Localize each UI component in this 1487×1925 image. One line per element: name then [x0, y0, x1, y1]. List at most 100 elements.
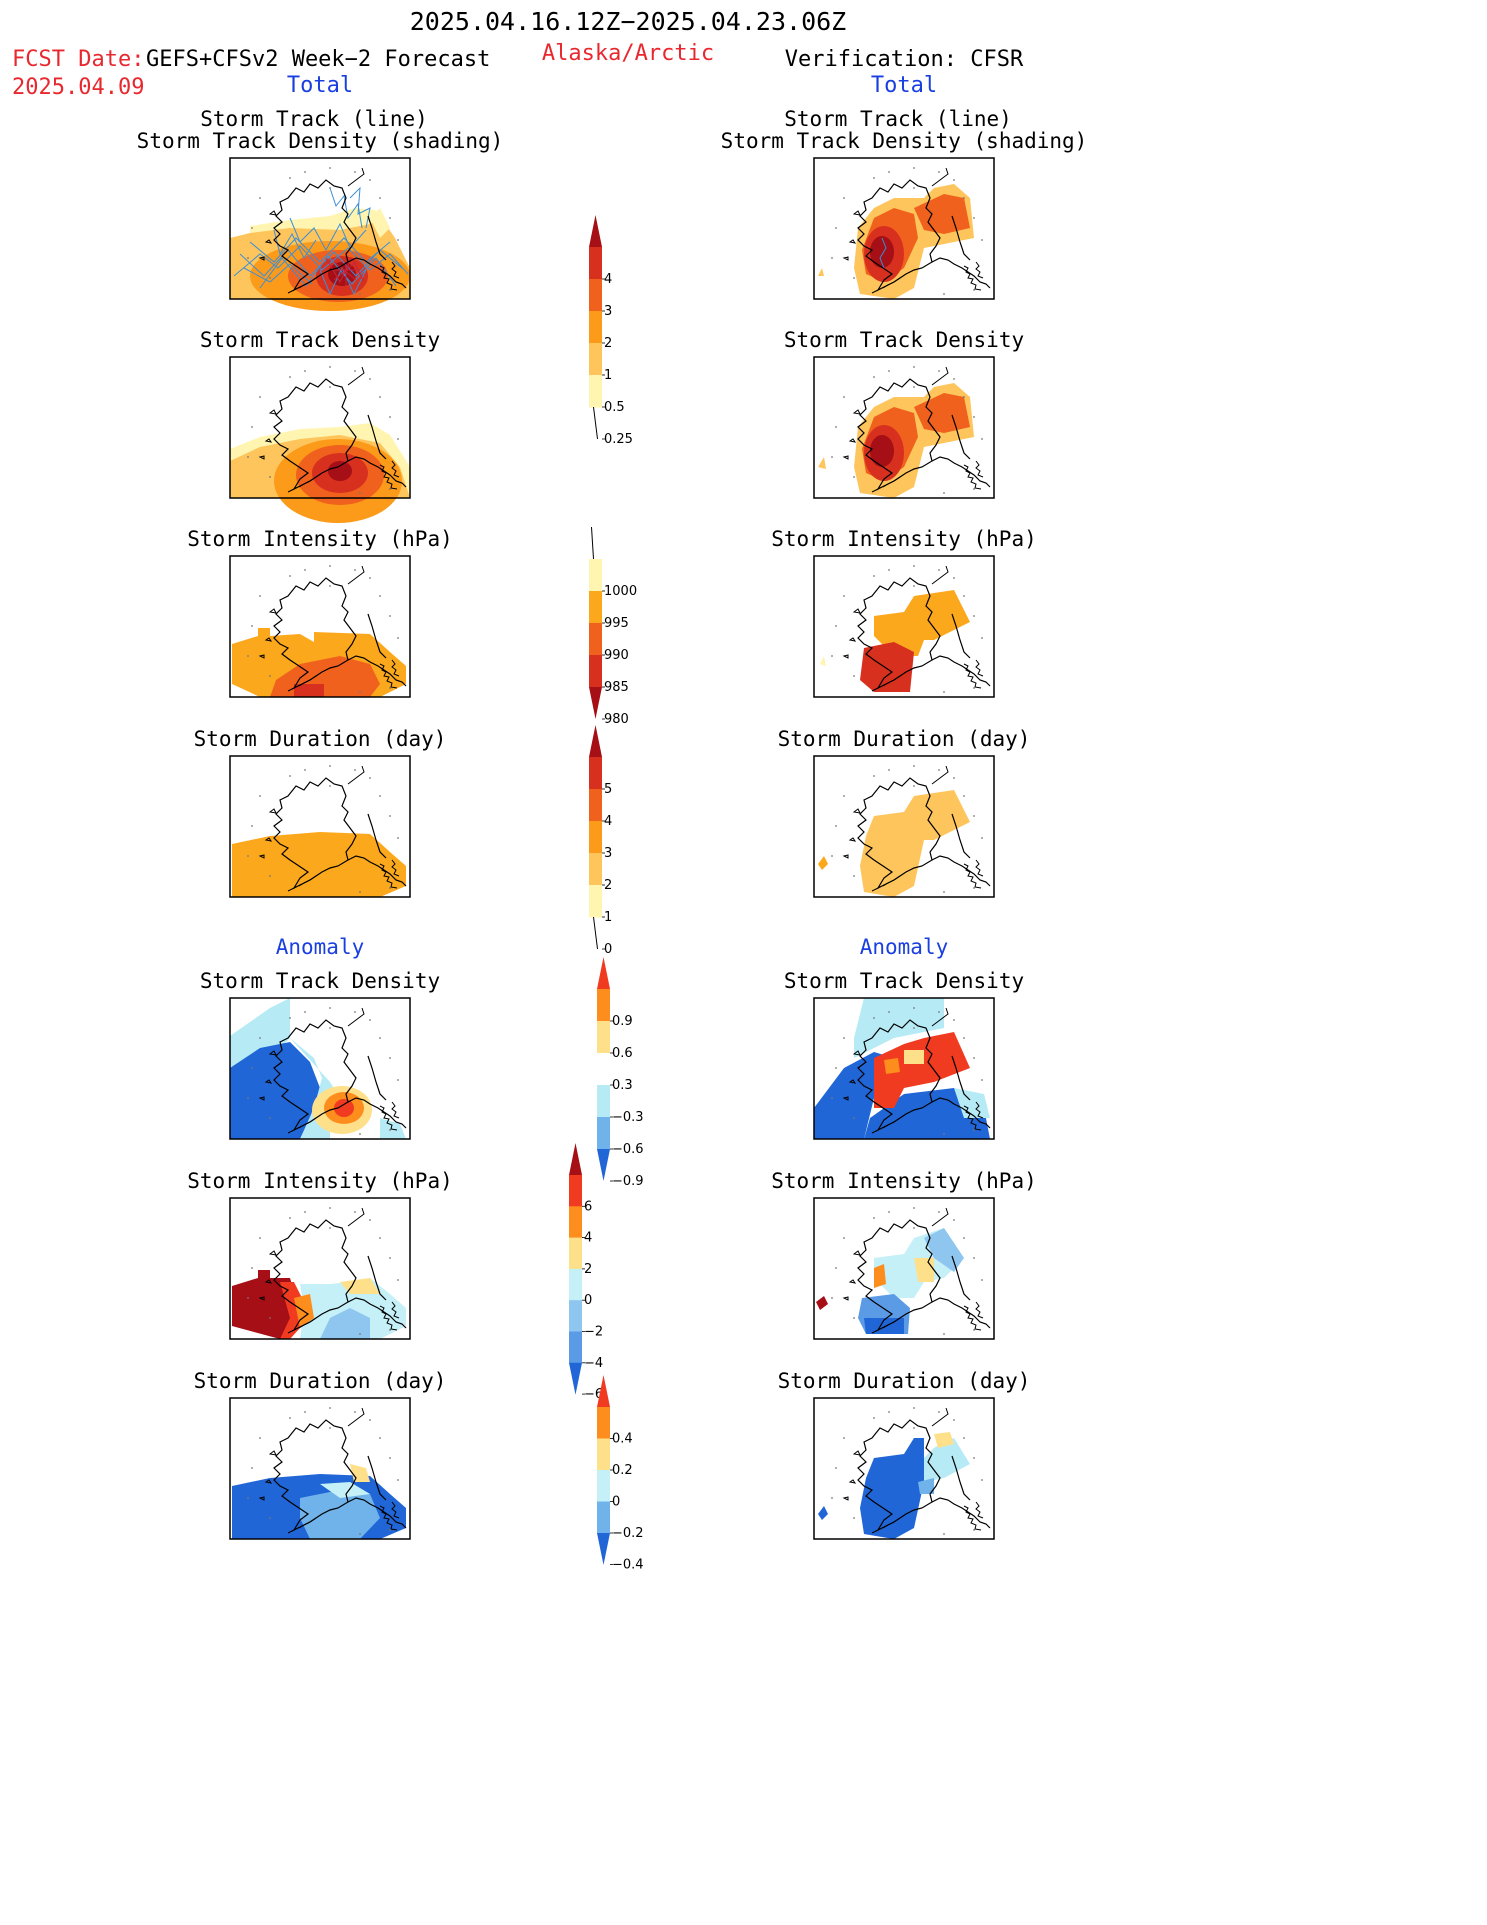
colorbars: 43210.50.2510009959909859805432100.90.60… — [569, 215, 644, 1573]
colorbar-tick-label: 4 — [604, 814, 612, 829]
colorbar-tick-label: 0.2 — [612, 1463, 633, 1478]
fcst-date-value: 2025.04.09 — [12, 75, 144, 100]
colorbar-segment — [589, 885, 602, 918]
left-density-title: Storm Track Density — [200, 328, 440, 352]
colorbar-tick-label: 985 — [604, 680, 629, 695]
colorbar-segment — [569, 1300, 582, 1332]
left-anomaly-label: Anomaly — [276, 935, 365, 959]
colorbar-segment — [589, 853, 602, 886]
fcst-date-label: FCST Date: — [12, 47, 144, 72]
right-density-anom-title: Storm Track Density — [784, 969, 1024, 993]
left-intensity-anom-title: Storm Intensity (hPa) — [187, 1169, 453, 1193]
colorbar-tip-bottom — [597, 1533, 610, 1565]
fcst-model: GEFS+CFSv2 Week−2 Forecast — [146, 47, 490, 72]
left-track-shading-title: Storm Track Density (shading) — [137, 129, 504, 153]
colorbar-density-total: 4 3 2 1 0.5 0.25 — [589, 215, 633, 447]
colorbar-tick-label: 0.25 — [604, 432, 633, 447]
colorbar-tip-top — [591, 526, 594, 560]
left-track-line-map — [229, 157, 411, 311]
colorbar-tick-label: 2 — [604, 336, 612, 351]
colorbar-tick-label: 2 — [584, 1262, 592, 1277]
colorbar-tick-label: −0.9 — [612, 1174, 644, 1189]
colorbar-segment — [589, 623, 602, 656]
colorbar-tick-label: 0 — [604, 942, 612, 957]
right-density-anom-map — [813, 997, 995, 1140]
colorbar-segment — [569, 1237, 582, 1270]
colorbar-intensity-total: 1000 995 990 985 980 — [589, 526, 637, 727]
left-duration-anom-map — [229, 1397, 411, 1540]
colorbar-tip-top — [569, 1143, 582, 1175]
colorbar-segment — [589, 311, 602, 344]
colorbar-tick-label: −6 — [584, 1387, 603, 1402]
colorbar-segment — [569, 1175, 582, 1207]
verification-label: Verification: CFSR — [785, 47, 1024, 72]
colorbar-segment — [597, 1021, 610, 1054]
colorbar-tick-label: 5 — [604, 782, 612, 797]
colorbar-tick-label: 0.6 — [612, 1046, 633, 1061]
right-intensity-map — [813, 555, 995, 698]
colorbar-tick-label: 0.4 — [612, 1432, 633, 1447]
left-duration-title: Storm Duration (day) — [194, 727, 447, 751]
left-intensity-anom-map — [229, 1197, 411, 1340]
colorbar-tick-label: 1000 — [604, 584, 637, 599]
right-total-label: Total — [871, 73, 937, 98]
colorbar-tick-label: −0.3 — [612, 1110, 644, 1125]
colorbar-segment — [597, 1053, 610, 1086]
colorbar-tick-label: −0.4 — [612, 1558, 644, 1573]
left-duration-anom-title: Storm Duration (day) — [194, 1369, 447, 1393]
colorbar-segment — [589, 343, 602, 376]
colorbar-segment — [597, 1085, 610, 1118]
colorbar-tick-label: 4 — [604, 272, 612, 287]
colorbar-segment — [589, 655, 602, 688]
left-intensity-map — [229, 555, 411, 698]
colorbar-tick-label: 3 — [604, 304, 612, 319]
colorbar-density-anom: 0.9 0.6 0.3 −0.3 −0.6 −0.9 — [597, 957, 644, 1189]
colorbar-tick-label: 0.3 — [612, 1078, 633, 1093]
colorbar-segment — [569, 1206, 582, 1239]
right-track-line-map — [813, 157, 995, 300]
colorbar-segment — [589, 821, 602, 854]
colorbar-segment — [597, 1117, 610, 1150]
right-duration-map — [813, 755, 995, 898]
colorbar-tick-label: 990 — [604, 648, 629, 663]
colorbar-segment — [569, 1268, 582, 1301]
colorbar-tick-label: 2 — [604, 878, 612, 893]
colorbar-tip-bottom — [597, 1149, 610, 1181]
colorbar-segment — [589, 559, 602, 592]
left-intensity-title: Storm Intensity (hPa) — [187, 527, 453, 551]
colorbar-intensity-anom: 6 4 2 0 −2 −4 −6 — [569, 1143, 603, 1402]
date-range-title: 2025.04.16.12Z−2025.04.23.06Z — [410, 7, 847, 36]
colorbar-tick-label: −2 — [584, 1325, 603, 1340]
colorbar-tick-label: 0 — [612, 1495, 620, 1510]
colorbar-tick-label: 0.5 — [604, 400, 625, 415]
left-density-anom-map — [229, 997, 411, 1140]
colorbar-segment — [597, 1470, 610, 1502]
colorbar-segment — [597, 989, 610, 1022]
colorbar-segment — [589, 757, 602, 790]
right-intensity-title: Storm Intensity (hPa) — [771, 527, 1037, 551]
left-total-label: Total — [287, 73, 353, 98]
colorbar-duration-total: 5 4 3 2 1 0 — [589, 725, 612, 957]
colorbar-tick-label: 0.9 — [612, 1014, 633, 1029]
colorbar-segment — [589, 279, 602, 312]
colorbar-tick-label: 1 — [604, 910, 612, 925]
colorbar-tip-bottom — [569, 1362, 582, 1395]
colorbar-tick-label: 3 — [604, 846, 612, 861]
colorbar-tip-bottom — [589, 687, 602, 719]
colorbar-tick-label: 6 — [584, 1199, 592, 1214]
colorbar-segment — [597, 1407, 610, 1439]
right-density-map — [813, 356, 995, 499]
colorbar-segment — [589, 789, 602, 822]
colorbar-tick-label: −4 — [584, 1356, 603, 1371]
right-duration-title: Storm Duration (day) — [778, 727, 1031, 751]
colorbar-tick-label: 980 — [604, 712, 629, 727]
colorbar-segment — [597, 1501, 610, 1534]
colorbar-tick-label: 1 — [604, 368, 612, 383]
region-label: Alaska/Arctic — [542, 41, 714, 66]
colorbar-tip-top — [589, 725, 602, 757]
right-intensity-anom-title: Storm Intensity (hPa) — [771, 1169, 1037, 1193]
colorbar-tip-bottom — [593, 406, 598, 440]
colorbar-tick-label: −0.2 — [612, 1526, 644, 1541]
right-track-line-title: Storm Track (line) — [784, 107, 1012, 131]
